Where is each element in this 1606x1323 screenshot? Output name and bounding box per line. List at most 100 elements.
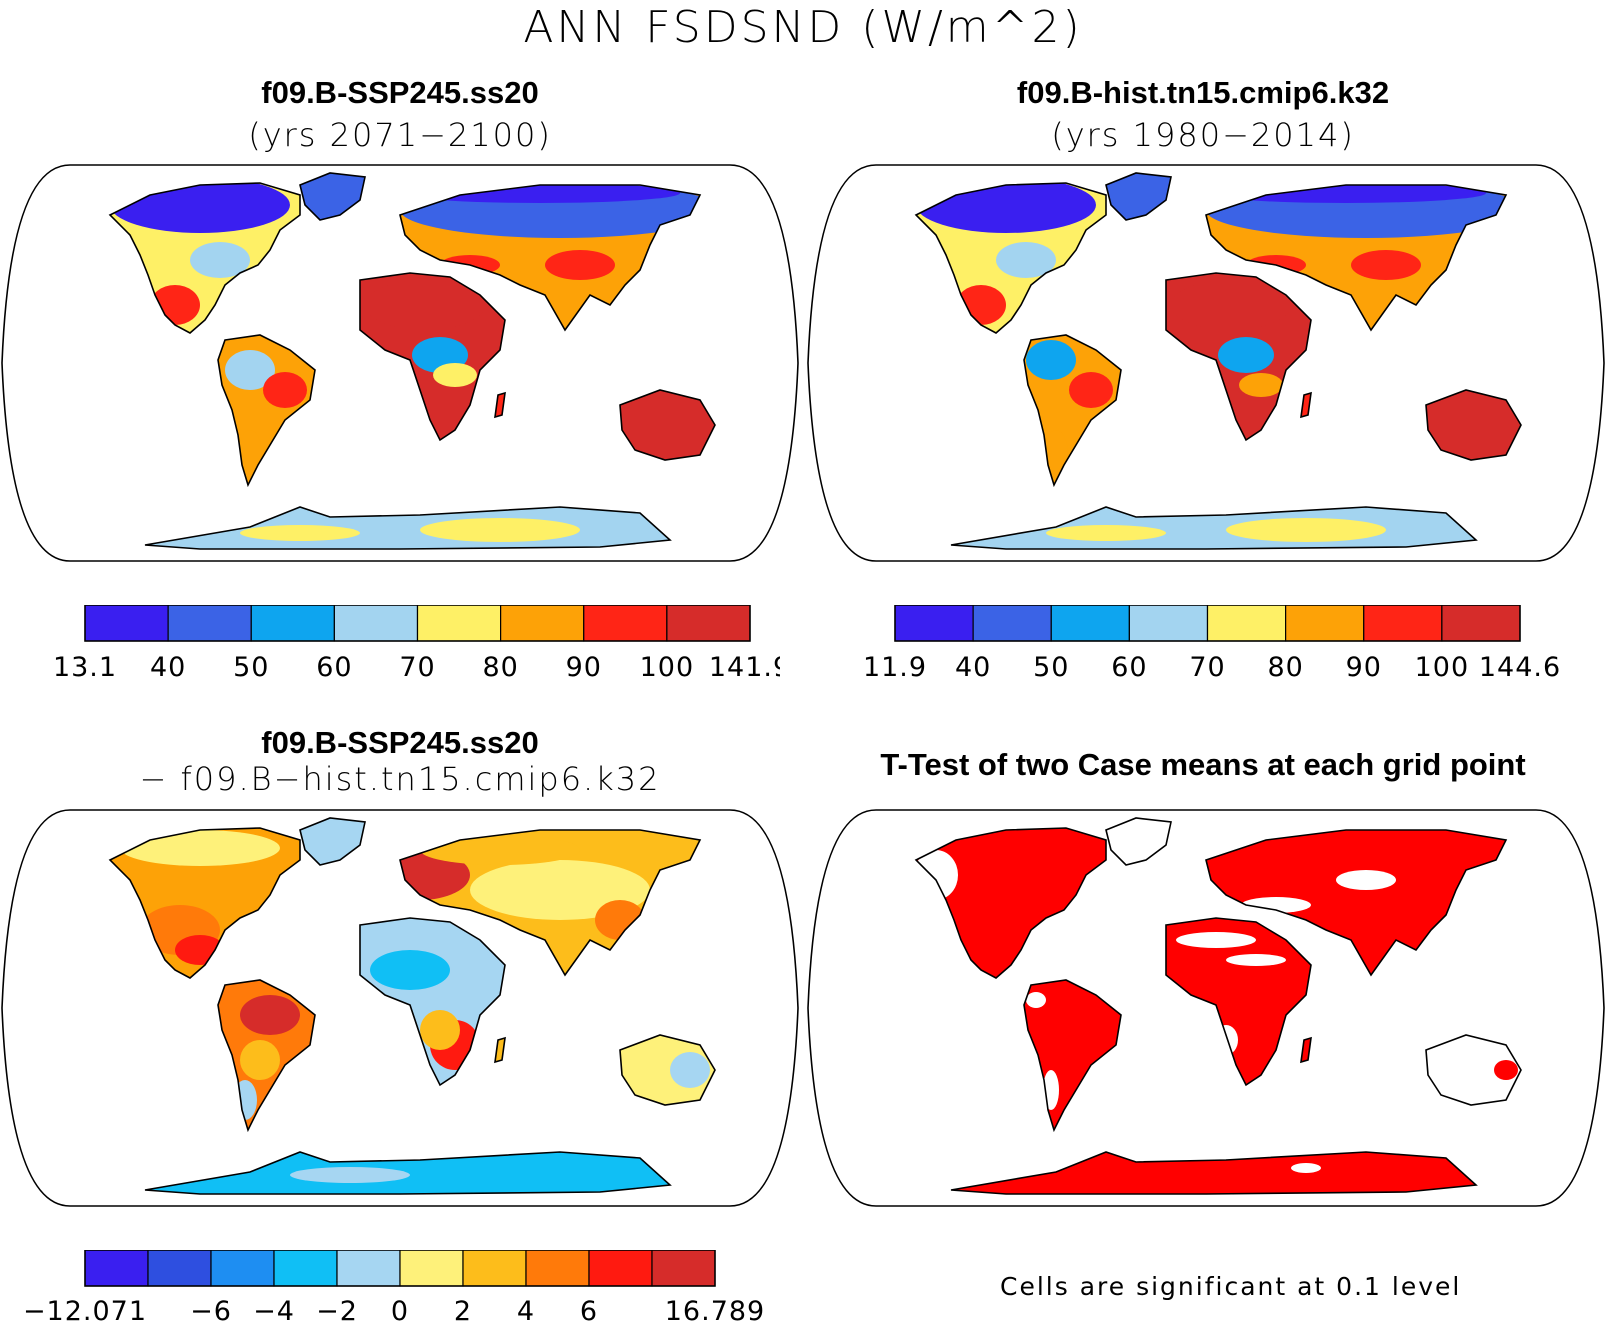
colorbar-swatch-7: [525, 1250, 590, 1287]
figure-title: ANN FSDSND (W/m^2): [523, 2, 1083, 53]
significance-note: Cells are significant at 0.1 level: [1000, 1272, 1462, 1301]
colorbar-tick-label-1: 40: [150, 652, 186, 683]
panel-subtitle-diff: − f09.B−hist.tn15.cmip6.k32: [139, 760, 661, 798]
colorbar-case2: 11.9 40 50 60 70 80 90 100 144.6: [863, 605, 1560, 683]
map-ttest: [807, 809, 1605, 1207]
contour-band-antarctica-0: [1291, 1163, 1321, 1173]
colorbar-swatch-0: [84, 1250, 149, 1287]
colorbar-tick-label-4: −2: [316, 1296, 358, 1323]
colorbar-tick-label-6: 2: [454, 1296, 472, 1323]
colorbar-diff: −12.071 −6 −4 −2 0 2 4 6 16.789: [23, 1250, 765, 1323]
colorbar-swatch-1: [147, 1250, 212, 1287]
colorbar-tick-label-3: 60: [316, 652, 352, 683]
contour-band-africa-1: [1226, 954, 1286, 966]
region-australia: [620, 390, 715, 460]
colorbar-swatch-2: [210, 1250, 275, 1287]
panel-subtitle-case1: (yrs 2071−2100): [248, 116, 552, 154]
colorbar-tick-label-3: −4: [253, 1296, 295, 1323]
colorbar-swatch-5: [500, 605, 585, 642]
panel-title-case2: f09.B-hist.tn15.cmip6.k32: [1016, 75, 1390, 110]
coastline-australia: [1425, 1034, 1522, 1106]
contour-band-namerica-0: [120, 830, 280, 866]
colorbar-tick-label-0: 13.1: [53, 652, 117, 683]
coastline-antarctica: [950, 506, 1478, 550]
contour-band-africa-0: [1176, 932, 1256, 948]
map-case2: [807, 164, 1605, 562]
coastline-samerica: [1023, 979, 1122, 1133]
coastline-antarctica: [144, 506, 672, 550]
contour-band-samerica-0: [225, 350, 275, 390]
region-australia: [1426, 1035, 1521, 1105]
panel-title-case1: f09.B-SSP245.ss20: [261, 75, 539, 110]
map-diff: [1, 809, 799, 1207]
colorbar-frame: [894, 605, 1521, 642]
coastline-greenland: [299, 817, 366, 866]
map-case1: [1, 164, 799, 562]
colorbar-tick-label-5: 0: [391, 1296, 409, 1323]
contour-band-samerica-1: [240, 1040, 280, 1080]
colorbar-swatch-3: [1128, 605, 1209, 642]
contour-band-samerica-1: [1069, 372, 1113, 408]
coastline-samerica: [1023, 334, 1122, 488]
contour-band-australia-0: [1494, 1060, 1518, 1080]
colorbar-swatch-0: [894, 605, 974, 642]
contour-band-eurasia-0: [400, 850, 470, 900]
colorbar-swatch-2: [250, 605, 335, 642]
contour-band-africa-0: [1171, 280, 1291, 330]
colorbar-tick-label-5: 80: [1267, 652, 1303, 683]
coastline-madagascar: [1300, 391, 1312, 419]
colorbar-tick-label-1: 40: [955, 652, 991, 683]
coastline-namerica: [108, 182, 301, 334]
map-boundary: [1, 809, 799, 1207]
colorbar-tick-label-0: −12.071: [23, 1296, 147, 1323]
colorbar-swatch-0: [84, 605, 169, 642]
colorbar-swatch-3: [333, 605, 419, 642]
colorbar-tick-label-2: 50: [1033, 652, 1069, 683]
contour-band-eurasia-2: [545, 250, 615, 280]
coastline-samerica: [217, 334, 316, 488]
coastline-samerica: [217, 979, 316, 1133]
coastline-namerica: [914, 182, 1107, 334]
colorbar-tick-label-8: 141.9: [709, 652, 780, 683]
panel-subtitle-case2: (yrs 1980−2014): [1051, 116, 1355, 154]
colorbar-tick-label-7: 100: [640, 652, 695, 683]
colorbar-tick-label-10: 16.789: [665, 1296, 765, 1323]
colorbar-swatch-6: [583, 605, 668, 642]
coastline-antarctica: [950, 1151, 1478, 1195]
region-namerica: [916, 828, 1106, 978]
colorbar-frame: [84, 1250, 716, 1287]
colorbar-tick-label-6: 90: [566, 652, 602, 683]
colorbar-swatch-3: [273, 1250, 338, 1287]
coastline-eurasia: [399, 184, 702, 332]
contour-band-africa-1: [1218, 337, 1274, 373]
colorbar-swatch-7: [666, 605, 751, 642]
coastline-madagascar: [1300, 1036, 1312, 1064]
region-antarctica: [951, 1152, 1476, 1194]
coastline-australia: [1425, 389, 1522, 461]
coastline-eurasia: [399, 829, 702, 977]
contour-band-africa-2: [433, 363, 477, 387]
colorbar-tick-label-7: 4: [517, 1296, 535, 1323]
contour-band-antarctica-1: [240, 525, 360, 541]
coastline-africa: [1165, 917, 1312, 1087]
colorbar-swatch-1: [167, 605, 252, 642]
contour-band-antarctica-0: [1226, 518, 1386, 542]
map-boundary: [1, 164, 799, 562]
coastline-africa: [1165, 272, 1312, 442]
contour-band-samerica-1: [263, 372, 307, 408]
coastline-africa: [359, 272, 506, 442]
region-eurasia: [1206, 830, 1506, 975]
coastline-eurasia: [1205, 829, 1508, 977]
contour-band-antarctica-0: [290, 1167, 410, 1183]
coastline-greenland: [299, 172, 366, 221]
coastline-greenland: [1105, 817, 1172, 866]
colorbar-tick-label-7: 100: [1415, 652, 1470, 683]
contour-band-namerica-2: [190, 242, 250, 278]
coastline-antarctica: [144, 1151, 672, 1195]
contour-band-samerica-0: [1026, 340, 1076, 380]
contour-band-samerica-0: [240, 995, 300, 1035]
coastline-eurasia: [1205, 184, 1508, 332]
contour-band-africa-2: [1239, 373, 1283, 397]
panel-title-diff: f09.B-SSP245.ss20: [261, 725, 539, 760]
contour-band-eurasia-3: [420, 835, 580, 865]
